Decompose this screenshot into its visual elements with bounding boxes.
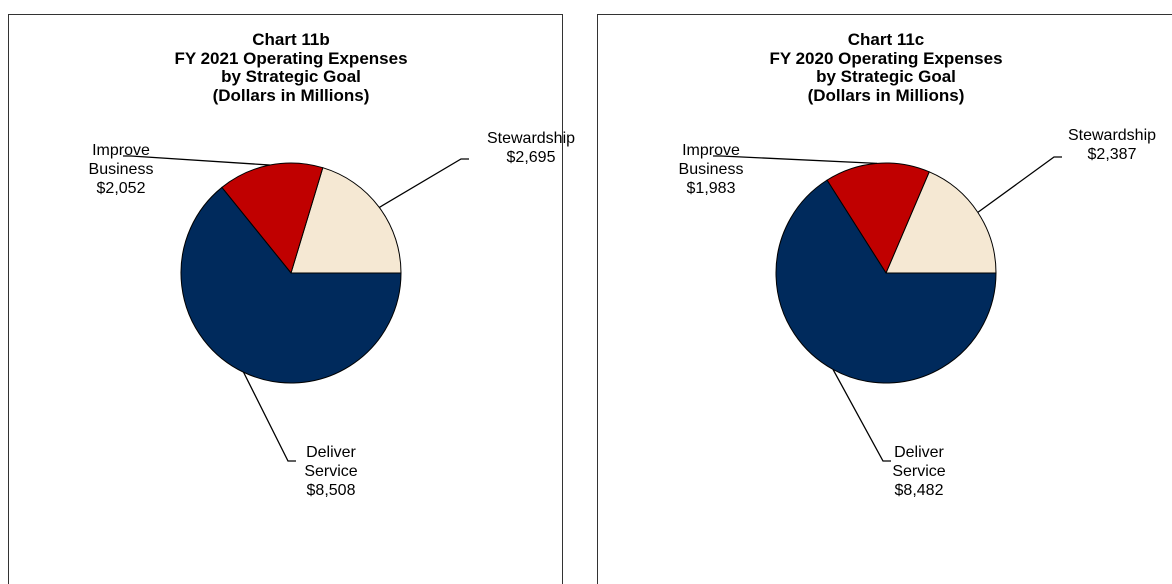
- slice-value: $2,052: [96, 180, 146, 197]
- title-line: Chart 11c: [847, 30, 925, 49]
- leader-line: [977, 156, 1062, 213]
- pie-slice: [885, 171, 997, 274]
- slice-name: Stewardship: [1067, 127, 1157, 144]
- slice-value: $2,387: [1087, 146, 1137, 163]
- title-line: FY 2021 Operating Expenses: [174, 48, 408, 68]
- slice-name: Improve Business: [678, 142, 744, 178]
- leader-line: [123, 155, 270, 166]
- slice-label: Stewardship $2,695: [476, 129, 586, 167]
- chart-title: Chart 11c FY 2020 Operating Expenses by St…: [603, 30, 1169, 105]
- slice-value: $2,695: [506, 149, 556, 166]
- chart-panel: Chart 11b FY 2021 Operating Expenses by St…: [8, 14, 575, 584]
- leader-line: [242, 371, 296, 462]
- slice-label: Improve Business $1,983: [656, 141, 766, 198]
- title-line: (Dollars in Millions): [212, 85, 370, 105]
- chart-title: Chart 11b FY 2021 Operating Expenses by St…: [8, 30, 574, 105]
- title-line: Chart 11b: [252, 30, 330, 49]
- pie-slice: [180, 186, 402, 384]
- slice-name: Deliver Service: [892, 444, 946, 480]
- slice-name: Deliver Service: [304, 444, 358, 480]
- title-line: (Dollars in Millions): [807, 85, 965, 105]
- slice-value: $8,508: [306, 482, 356, 499]
- title-line: by Strategic Goal: [816, 67, 956, 86]
- title-line: by Strategic Goal: [221, 67, 361, 86]
- slice-label: Deliver Service $8,482: [864, 443, 974, 500]
- chart-panel: Chart 11c FY 2020 Operating Expenses by St…: [597, 14, 1172, 584]
- title-line: FY 2020 Operating Expenses: [769, 48, 1003, 68]
- slice-name: Stewardship: [486, 130, 576, 147]
- slice-label: Improve Business $2,052: [66, 141, 176, 198]
- pie-slice: [221, 162, 324, 275]
- pie-chart: [123, 155, 469, 462]
- leader-line: [713, 155, 878, 165]
- slice-name: Improve Business: [88, 142, 154, 178]
- pie-slice: [290, 167, 402, 274]
- leader-line: [378, 158, 469, 208]
- leader-line: [832, 369, 891, 462]
- pie-chart: [713, 155, 1062, 462]
- slice-label: Deliver Service $8,508: [276, 443, 386, 500]
- pie-slice: [775, 179, 997, 384]
- slice-value: $1,983: [686, 180, 736, 197]
- slice-label: Stewardship $2,387: [1057, 126, 1167, 164]
- pie-slice: [826, 162, 930, 275]
- slice-value: $8,482: [894, 482, 944, 499]
